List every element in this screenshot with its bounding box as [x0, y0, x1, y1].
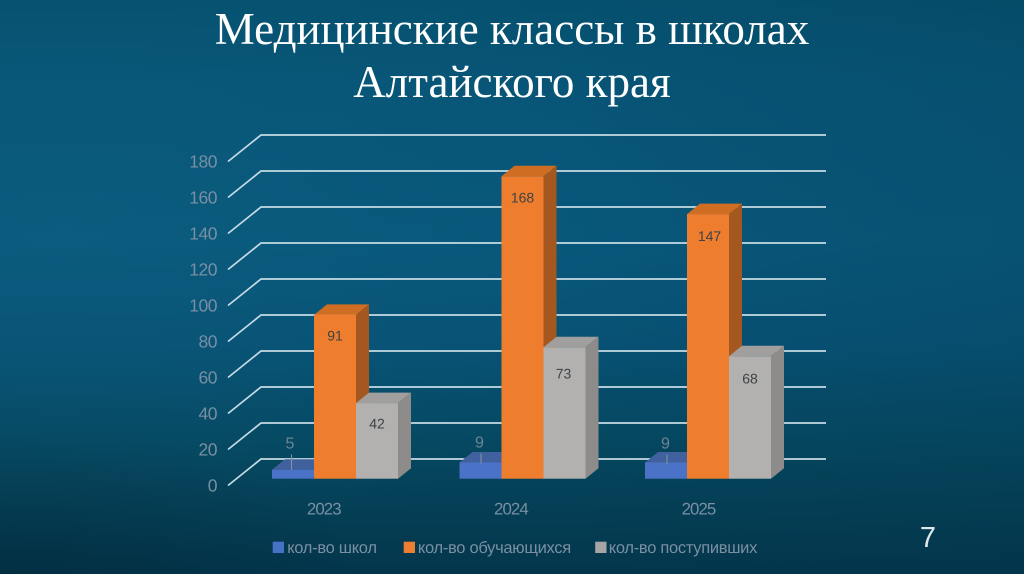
svg-text:40: 40	[199, 404, 218, 424]
svg-text:147: 147	[698, 228, 722, 244]
svg-text:кол-во поступивших: кол-во поступивших	[609, 539, 758, 557]
svg-text:2023: 2023	[307, 500, 341, 519]
svg-text:120: 120	[189, 260, 217, 280]
svg-text:20: 20	[199, 440, 218, 460]
svg-text:160: 160	[189, 188, 217, 208]
svg-text:68: 68	[742, 370, 758, 386]
svg-text:168: 168	[511, 189, 535, 205]
svg-text:5: 5	[286, 436, 295, 453]
svg-text:9: 9	[661, 436, 670, 453]
svg-text:0: 0	[208, 476, 218, 496]
svg-text:60: 60	[199, 368, 218, 388]
svg-text:кол-во обучающихся: кол-во обучающихся	[418, 539, 571, 557]
svg-text:2024: 2024	[494, 500, 528, 519]
svg-text:100: 100	[189, 296, 217, 316]
svg-text:91: 91	[327, 327, 343, 343]
svg-text:кол-во школ: кол-во школ	[287, 539, 376, 557]
svg-text:180: 180	[189, 152, 217, 172]
svg-text:9: 9	[475, 435, 484, 452]
svg-text:42: 42	[369, 416, 385, 432]
svg-text:80: 80	[199, 332, 218, 352]
svg-text:2025: 2025	[682, 500, 716, 519]
svg-text:140: 140	[189, 224, 217, 244]
svg-text:73: 73	[556, 366, 572, 382]
